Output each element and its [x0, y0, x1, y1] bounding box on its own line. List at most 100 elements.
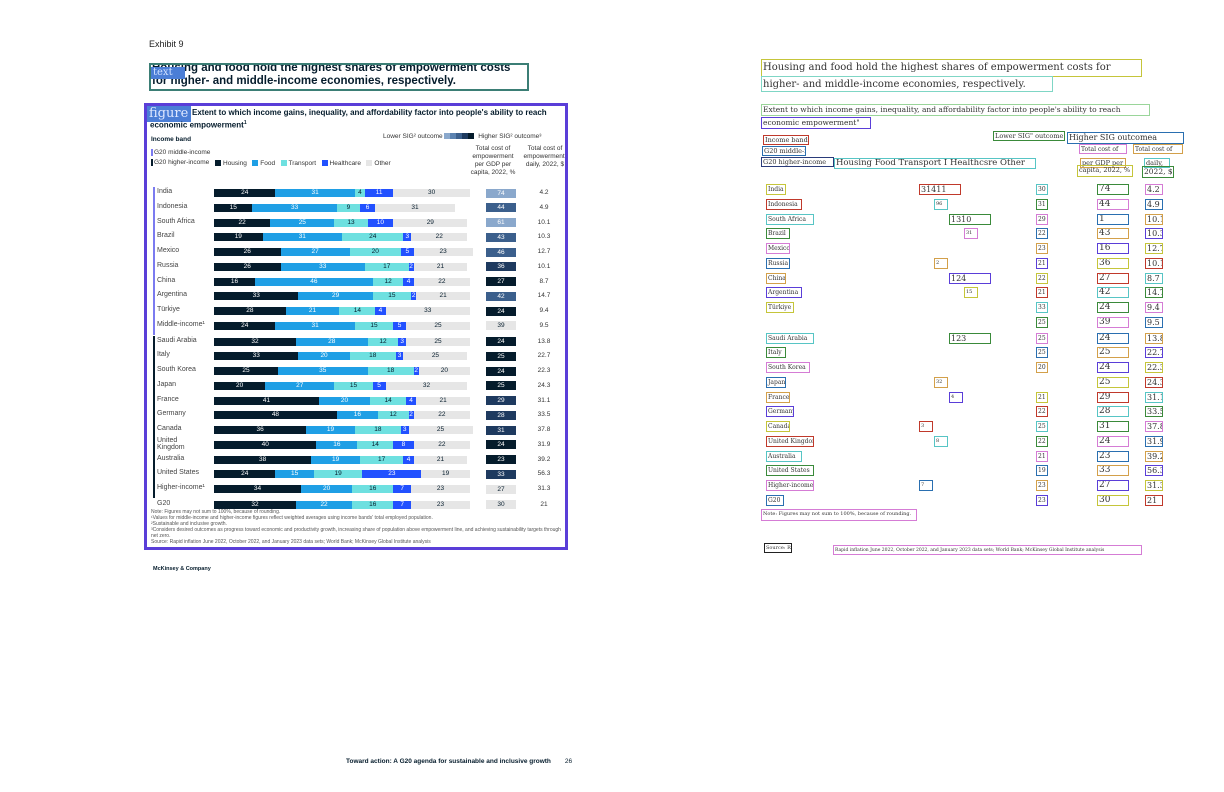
row-label: Saudi Arabia [157, 336, 197, 344]
bar-segment-other: 23 [411, 485, 470, 493]
bar-segment-food: 46 [254, 277, 373, 286]
cost-gdp-cell: 46 [486, 247, 516, 257]
bar-segment-transport: 15 [334, 381, 373, 390]
bar-segment-housing: 19 [214, 233, 263, 242]
cost-gdp-cell: 42 [486, 291, 516, 301]
figure-region-tag: figure [147, 106, 191, 122]
ocr-d: 12.7 [1145, 243, 1163, 254]
bar-segment-housing: 32 [214, 500, 296, 509]
ocr-b: 23 [1036, 243, 1048, 254]
ocr-d: 56.3 [1145, 465, 1163, 477]
cost-gdp-cell: 27 [486, 484, 516, 494]
ocr-daily: daily, [1144, 158, 1170, 168]
ocr-b: 21 [1036, 391, 1048, 403]
ocr-year: 2022, $ [1142, 166, 1174, 178]
cost-daily-cell: 14.7 [537, 292, 551, 300]
ocr-d: 33.5 [1145, 406, 1163, 418]
ocr-d: 14.7 [1145, 287, 1163, 299]
ocr-d: 21 [1145, 494, 1163, 506]
bar-segment-other: 31 [375, 203, 455, 212]
sig-scale: Lower SIG² outcome Higher SIG² outcome³ [383, 133, 541, 140]
ocr-label: Argentina [766, 287, 802, 299]
ocr-a: 1310 [949, 213, 991, 225]
ocr-a: 2 [934, 257, 948, 269]
ocr-d: 31.3 [1145, 480, 1163, 491]
exhibit-label: Exhibit 9 [149, 39, 184, 49]
bar-segment-other: 23 [411, 500, 470, 509]
ocr-label: South Africa [766, 213, 814, 225]
row-label: India [157, 188, 173, 195]
page-title: Housing and food hold the highest shares… [152, 63, 511, 87]
subtitle-text: Extent to which income gains, inequality… [150, 108, 547, 130]
bar-segment-transport: 18 [354, 426, 401, 434]
cost-daily-cell: 31.1 [537, 396, 551, 404]
transport-swatch [280, 160, 287, 166]
legend-healthcare: Healthcare [329, 160, 361, 167]
cost-gdp-cell: 31 [486, 425, 516, 435]
legend-food: Food [260, 160, 276, 167]
sig-step-4 [462, 133, 469, 139]
ocr-b: 22 [1036, 272, 1048, 284]
bar-segment-other: 29 [393, 218, 468, 227]
ocr-d: 10.1 [1145, 213, 1163, 225]
row-label: Russia [157, 261, 179, 269]
ocr-capita: capita, 2022, % [1077, 165, 1133, 177]
bar-segment-food: 19 [311, 455, 360, 464]
ocr-g20-higher: G20 higher-income [761, 157, 834, 167]
legend-categories: Housing Food Transport Healthcare Other [215, 160, 391, 167]
bar-segment-transport: 17 [359, 455, 404, 464]
bar-segment-food: 27 [265, 381, 335, 390]
housing-swatch [215, 160, 221, 166]
page-number: 26 [564, 758, 573, 765]
note-3: ³Considers desired outcomes as progress … [151, 527, 561, 539]
ocr-b: 25 [1036, 316, 1048, 328]
bar-segment-transport: 24 [342, 233, 404, 242]
ocr-per-gdp: per GDP per [1080, 158, 1126, 168]
bar-segment-transport: 17 [365, 262, 409, 271]
ocr-label: G20 [766, 494, 784, 506]
bar-segment-healthcare: 23 [362, 470, 422, 479]
ocr-c: 23 [1097, 450, 1129, 462]
bar-segment-transport: 12 [377, 411, 409, 420]
ocr-c: 27 [1097, 480, 1129, 491]
bar-segment-other: 22 [411, 233, 468, 242]
bar-segment-housing: 41 [214, 396, 319, 405]
original-page: Exhibit 9 text Housing and food hold the… [144, 39, 573, 765]
ocr-b: 33 [1036, 302, 1048, 313]
cost-daily-cell: 10.1 [537, 218, 551, 226]
bar-segment-housing: 22 [214, 218, 271, 227]
bar-segment-healthcare: 8 [393, 440, 414, 449]
ocr-b: 21 [1036, 257, 1048, 269]
bar-segment-food: 35 [278, 367, 368, 375]
row-label: Brazil [157, 232, 175, 240]
ocr-higher-sig: Higher SIG outcomea [1067, 132, 1184, 144]
band-marker [153, 438, 155, 454]
row-label: Türkiye [157, 306, 180, 313]
ocr-a: 3 [919, 421, 933, 432]
band-marker [153, 468, 155, 484]
other-swatch [366, 160, 373, 166]
bar-segment-healthcare: 2 [413, 367, 419, 375]
note-2: ²Sustainable and inclusive growth. [151, 521, 227, 527]
note-0: Note: Figures may not sum to 100%, becau… [151, 509, 281, 515]
cost-daily-cell: 13.8 [537, 337, 551, 345]
footer-text: Toward action: A G20 agenda for sustaina… [346, 758, 551, 765]
col1-header: Total cost of empowerment per GDP per ca… [470, 145, 516, 176]
ocr-d: 8.7 [1145, 272, 1163, 284]
bar-segment-healthcare: 3 [398, 337, 406, 346]
band-marker [153, 453, 155, 469]
bar-segment-food: 25 [270, 218, 335, 227]
bar-segment-healthcare: 10 [367, 218, 394, 227]
ocr-b: 19 [1036, 465, 1048, 477]
ocr-title-line-2: higher- and middle-income economies, res… [761, 76, 1053, 92]
bar-segment-other: 30 [393, 189, 470, 197]
band-marker [153, 409, 155, 425]
ocr-b: 31 [1036, 198, 1048, 210]
bar-segment-transport: 14 [339, 307, 376, 315]
bar-segment-transport: 20 [349, 248, 401, 256]
ocr-b: 22 [1036, 228, 1048, 240]
ocr-label: Brazil [766, 228, 790, 240]
bar-segment-healthcare: 6 [359, 203, 376, 212]
bar-segment-healthcare: 2 [408, 262, 414, 271]
cost-daily-cell: 37.8 [537, 426, 551, 433]
